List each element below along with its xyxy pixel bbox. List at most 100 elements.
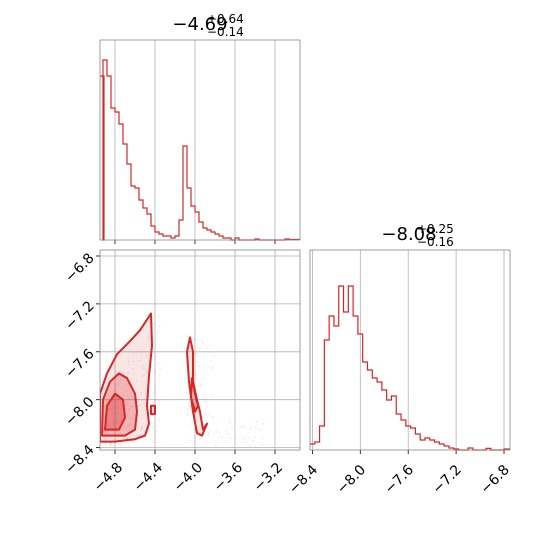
x-tick-label-1: −8.0 — [334, 462, 369, 497]
scatter-point — [156, 362, 158, 365]
scatter-point — [127, 436, 129, 439]
scatter-point — [109, 391, 112, 394]
scatter-point — [100, 438, 103, 441]
contour-x-tick-label-4: −3.2 — [251, 460, 286, 495]
contour-panel: −4.8 −4.4 −4.0 −3.6 −3.2 −6.8 −7.2 −7.6 −8.0 −8.… — [62, 249, 301, 495]
histogram-panel-y: −8.08 +0.25 −0.16 −8.4 −8.0 −7.6 −7.2 −6.8 — [286, 222, 513, 497]
scatter-point — [126, 402, 129, 405]
scatter-point — [122, 372, 125, 375]
scatter-point — [146, 369, 148, 372]
histogram-x-steps — [100, 59, 300, 241]
title-x-upper: +0.64 — [207, 12, 244, 26]
scatter-point — [196, 360, 198, 363]
scatter-point — [132, 360, 135, 363]
scatter-point — [135, 350, 138, 353]
scatter-point — [140, 392, 142, 394]
scatter-point — [158, 400, 161, 403]
scatter-point — [150, 422, 153, 425]
scatter-point — [255, 420, 258, 423]
scatter-point — [186, 414, 189, 417]
scatter-point — [258, 428, 261, 431]
scatter-point — [225, 430, 228, 433]
x-tick-label-2: −7.6 — [382, 462, 417, 497]
scatter-point — [129, 417, 131, 420]
scatter-point — [189, 439, 192, 442]
scatter-point — [119, 419, 121, 422]
scatter-point — [229, 436, 232, 439]
contour-inner-2 — [104, 392, 126, 431]
scatter-point — [110, 408, 113, 410]
scatter-point — [158, 361, 161, 364]
scatter-point — [133, 442, 136, 444]
contour-y-tick-label-2: −7.6 — [62, 346, 97, 381]
scatter-point — [148, 428, 150, 430]
contour-y-tick-label-1: −7.2 — [62, 298, 97, 333]
scatter-point — [120, 414, 123, 417]
contour-y-tick-label-0: −6.8 — [62, 250, 97, 285]
scatter-point — [197, 416, 200, 419]
scatter-point — [115, 383, 118, 386]
scatter-point — [145, 355, 148, 357]
scatter-point — [141, 375, 144, 378]
scatter-point — [109, 444, 112, 447]
scatter-point — [129, 422, 131, 425]
scatter-point — [195, 372, 198, 375]
scatter-point — [198, 381, 201, 384]
scatter-point — [151, 426, 154, 429]
scatter-point — [252, 439, 254, 442]
title-x-lower: −0.14 — [207, 25, 244, 39]
scatter-point — [152, 323, 155, 325]
scatter-point — [107, 409, 110, 411]
scatter-point — [104, 437, 107, 440]
scatter-point — [112, 421, 115, 424]
scatter-point — [126, 437, 129, 440]
scatter-point — [140, 353, 142, 356]
scatter-point — [126, 403, 129, 406]
scatter-point — [113, 426, 116, 429]
histogram-y-steps — [310, 285, 510, 451]
scatter-point — [200, 339, 203, 341]
scatter-point — [203, 400, 206, 403]
scatter-point — [207, 433, 210, 436]
scatter-point — [133, 413, 135, 416]
scatter-point — [151, 440, 154, 443]
scatter-point — [192, 338, 195, 341]
scatter-point — [125, 400, 127, 403]
scatter-point — [104, 443, 106, 446]
scatter-point — [261, 444, 264, 447]
scatter-point — [127, 444, 130, 446]
scatter-point — [247, 437, 250, 440]
scatter-point — [140, 427, 143, 430]
scatter-point — [186, 387, 189, 389]
x-tick-label-0: −8.4 — [286, 462, 321, 497]
y-tick-labels-contour: −6.8 −7.2 −7.6 −8.0 −8.4 — [62, 250, 97, 477]
scatter-point — [106, 432, 109, 435]
scatter-point — [206, 406, 209, 409]
scatter-point — [111, 414, 114, 417]
scatter-point — [126, 372, 129, 375]
tick-marks-contour — [96, 255, 276, 454]
scatter-point — [140, 414, 143, 417]
scatter-point — [198, 365, 200, 367]
scatter-point — [128, 424, 131, 427]
scatter-point — [198, 385, 201, 387]
scatter-point — [104, 399, 107, 402]
scatter-point — [188, 402, 191, 405]
scatter-point — [145, 338, 148, 341]
scatter-point — [126, 413, 129, 416]
contour-x-tick-label-0: −4.8 — [91, 460, 126, 495]
histogram-panel-x: −4.69 +0.64 −0.14 — [99, 12, 301, 244]
contour-x-tick-label-1: −4.4 — [131, 460, 166, 495]
scatter-point — [197, 410, 200, 412]
contour-x-tick-label-2: −4.0 — [171, 460, 206, 495]
scatter-point — [106, 422, 109, 425]
scatter-point — [131, 406, 134, 408]
scatter-point — [200, 383, 202, 386]
scatter-point — [254, 426, 257, 429]
scatter-point — [107, 433, 110, 435]
scatter-point — [244, 441, 247, 444]
scatter-point — [127, 407, 129, 410]
scatter-point — [123, 441, 126, 444]
scatter-point — [194, 352, 197, 355]
scatter-point — [242, 437, 244, 440]
